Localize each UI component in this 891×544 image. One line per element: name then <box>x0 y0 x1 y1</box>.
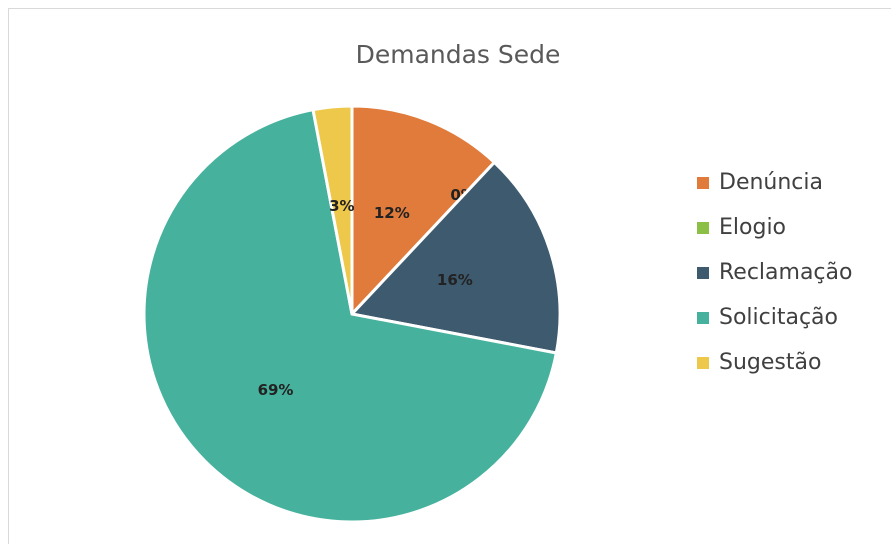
pie-slice <box>349 160 562 355</box>
legend-label: Sugestão <box>719 350 821 375</box>
legend-label: Reclamação <box>719 260 852 285</box>
data-label: 12% <box>374 204 410 222</box>
legend-swatch <box>697 222 709 234</box>
legend-label: Elogio <box>719 215 786 240</box>
legend-swatch <box>697 357 709 369</box>
pie-slice <box>311 104 354 315</box>
data-label: 16% <box>437 271 473 289</box>
data-label: 3% <box>329 197 354 215</box>
data-label: 69% <box>258 381 294 399</box>
chart-title: Demandas Sede <box>356 40 561 69</box>
legend-swatch <box>697 312 709 324</box>
legend-swatch <box>697 177 709 189</box>
legend-swatch <box>697 267 709 279</box>
pie-slice <box>350 104 497 318</box>
pie-slice <box>142 107 559 524</box>
legend-label: Solicitação <box>719 305 838 330</box>
legend-label: Denúncia <box>719 170 823 195</box>
